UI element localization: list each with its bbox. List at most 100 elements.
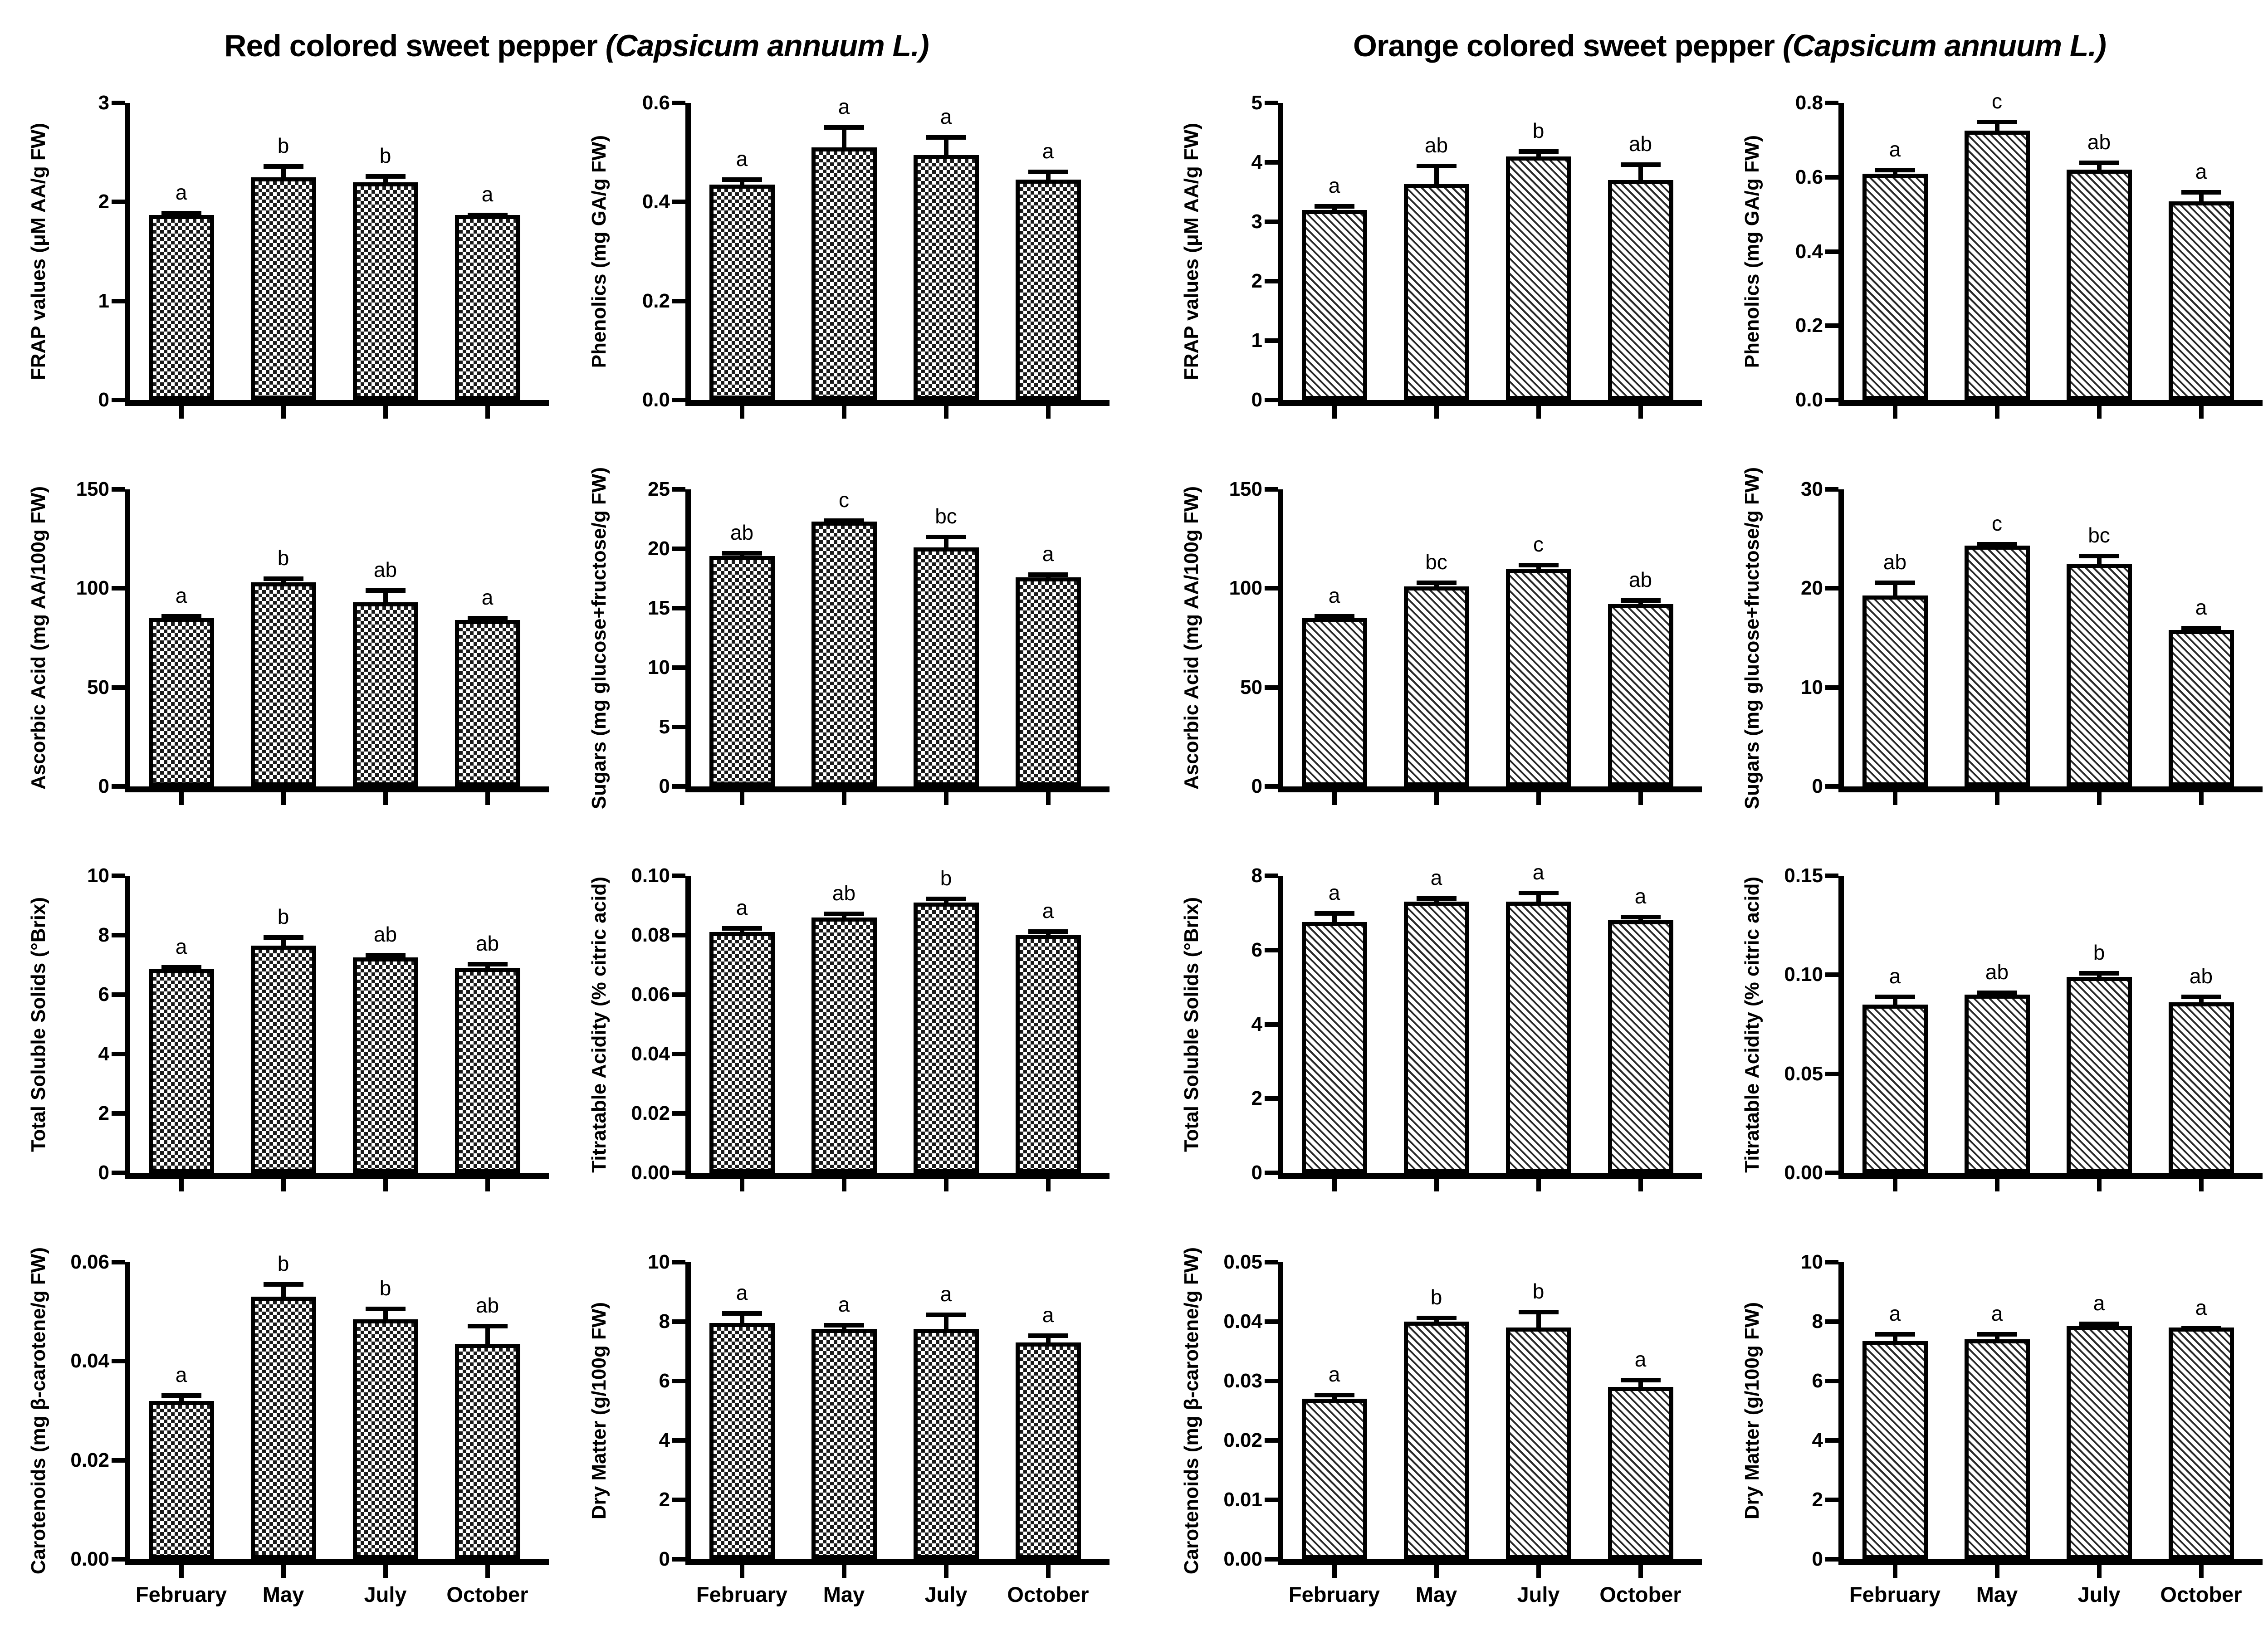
x-axis-line — [1838, 1559, 2263, 1565]
error-bar-cap — [1314, 1393, 1354, 1398]
y-axis-line — [125, 489, 130, 792]
y-tick-label: 0.06 — [631, 983, 670, 1005]
error-bar-cap — [1028, 572, 1068, 577]
x-category-label: July — [2077, 1582, 2121, 1606]
significance-letter: a — [1991, 1301, 2003, 1325]
y-tick-mark — [672, 1052, 685, 1056]
y-tick-label: 0 — [659, 775, 670, 797]
y-tick-label: 150 — [76, 478, 109, 500]
y-axis-label: Phenolics (mg GA/g FW) — [579, 58, 620, 446]
y-tick-mark — [1825, 398, 1838, 402]
bar-july — [352, 957, 418, 1173]
y-tick-label: 4 — [98, 1043, 109, 1065]
bar-october — [455, 620, 520, 786]
error-bar-cap — [263, 164, 303, 169]
y-axis-label-text: Sugars (mg glucose+fructose/g FW) — [588, 467, 610, 810]
x-tick-mark — [1434, 792, 1439, 805]
bar-july — [1505, 156, 1571, 400]
x-tick-mark — [1892, 1179, 1897, 1191]
y-tick-mark — [1825, 1438, 1838, 1443]
significance-letter: ab — [1628, 132, 1652, 156]
x-tick-mark — [943, 1565, 948, 1578]
error-bar-cap — [824, 518, 864, 523]
significance-letter: b — [277, 1251, 289, 1275]
bar-july — [913, 155, 979, 400]
orange-pepper-panel: Orange colored sweet pepper (Capsicum an… — [1153, 0, 2268, 1624]
y-tick-label: 0.2 — [642, 289, 670, 312]
x-tick-mark — [1892, 792, 1897, 805]
y-axis-line — [1838, 1262, 1844, 1565]
error-bar-cap — [2079, 1322, 2119, 1326]
y-tick-label: 6 — [98, 983, 109, 1005]
red-pepper-panel: Red colored sweet pepper (Capsicum annuu… — [0, 29, 1153, 1624]
y-tick-label: 0 — [659, 1548, 670, 1570]
x-tick-mark — [1332, 406, 1337, 419]
x-category-label: July — [924, 1582, 968, 1606]
y-tick-label: 0.6 — [1795, 166, 1823, 188]
y-tick-mark — [672, 725, 685, 729]
bar-february — [1862, 1341, 1928, 1559]
bar-february — [1301, 210, 1367, 400]
y-tick-mark — [672, 398, 685, 402]
y-tick-label: 0.04 — [70, 1350, 109, 1372]
y-tick-mark — [1825, 323, 1838, 328]
error-bar-cap — [2181, 995, 2221, 999]
y-tick-label: 0.00 — [631, 1162, 670, 1184]
y-tick-label: 8 — [98, 924, 109, 946]
significance-letter: b — [1430, 1285, 1442, 1309]
error-bar-cap — [1314, 911, 1354, 916]
error-bar — [943, 534, 948, 548]
x-tick-mark — [2199, 792, 2204, 805]
y-axis-label: Ascorbic Acid (mg AA/100g FW) — [1171, 444, 1212, 832]
bar-july — [2066, 563, 2132, 786]
bar-july — [352, 182, 418, 400]
x-category-label: October — [2160, 1582, 2242, 1606]
y-axis-label: FRAP values (μM AA/g FW) — [18, 58, 59, 446]
x-tick-mark — [1994, 1179, 1999, 1191]
y-axis-label: Dry Matter (g/100g FW) — [1732, 1217, 1773, 1605]
y-tick-label: 0.00 — [1784, 1162, 1823, 1184]
significance-letter: a — [940, 104, 952, 128]
significance-letter: a — [1328, 880, 1340, 904]
significance-letter: a — [2195, 160, 2207, 184]
error-bar-cap — [365, 174, 406, 179]
x-tick-mark — [1332, 1565, 1337, 1578]
y-tick-label: 50 — [1240, 676, 1262, 698]
y-tick-mark — [1825, 1379, 1838, 1383]
error-bar-cap — [1416, 580, 1457, 585]
x-tick-mark — [2199, 1565, 2204, 1578]
bar-october — [1608, 920, 1673, 1173]
bar-may — [1964, 1339, 2030, 1559]
bar-february — [1862, 1004, 1928, 1173]
y-axis-line — [1838, 489, 1844, 792]
x-tick-mark — [943, 1179, 948, 1191]
x-category-label: February — [1849, 1582, 1941, 1606]
significance-letter: ab — [373, 922, 397, 947]
y-tick-label: 0.00 — [70, 1548, 109, 1570]
bar-may — [1964, 131, 2030, 400]
bar-july — [913, 1329, 979, 1559]
y-tick-label: 5 — [1251, 92, 1262, 114]
y-tick-mark — [112, 685, 125, 690]
y-tick-mark — [1265, 487, 1278, 492]
y-tick-label: 0 — [98, 775, 109, 797]
x-tick-mark — [179, 792, 184, 805]
bar-may — [1964, 995, 2030, 1173]
chart-red-frap: FRAP values (μM AA/g FW) 0 1 2 3 a b b a — [16, 78, 577, 464]
y-tick-mark — [1825, 175, 1838, 180]
error-bar-cap — [1875, 168, 1915, 173]
y-axis-label-text: Dry Matter (g/100g FW) — [1741, 1302, 1763, 1520]
y-axis-label: Total Soluble Solids (°Brix) — [18, 830, 59, 1219]
x-tick-mark — [2097, 792, 2102, 805]
y-axis-line — [685, 489, 691, 792]
bar-october — [2168, 201, 2234, 400]
y-tick-mark — [672, 1498, 685, 1502]
significance-letter: c — [1992, 89, 2002, 113]
bar-february — [709, 556, 775, 786]
significance-letter: bc — [2088, 523, 2110, 547]
significance-letter: a — [1042, 898, 1054, 922]
y-tick-mark — [1265, 947, 1278, 952]
y-tick-label: 2 — [98, 190, 109, 213]
red-chart-grid: FRAP values (μM AA/g FW) 0 1 2 3 a b b a Phenoli… — [0, 78, 1153, 1624]
y-tick-mark — [1265, 1438, 1278, 1443]
